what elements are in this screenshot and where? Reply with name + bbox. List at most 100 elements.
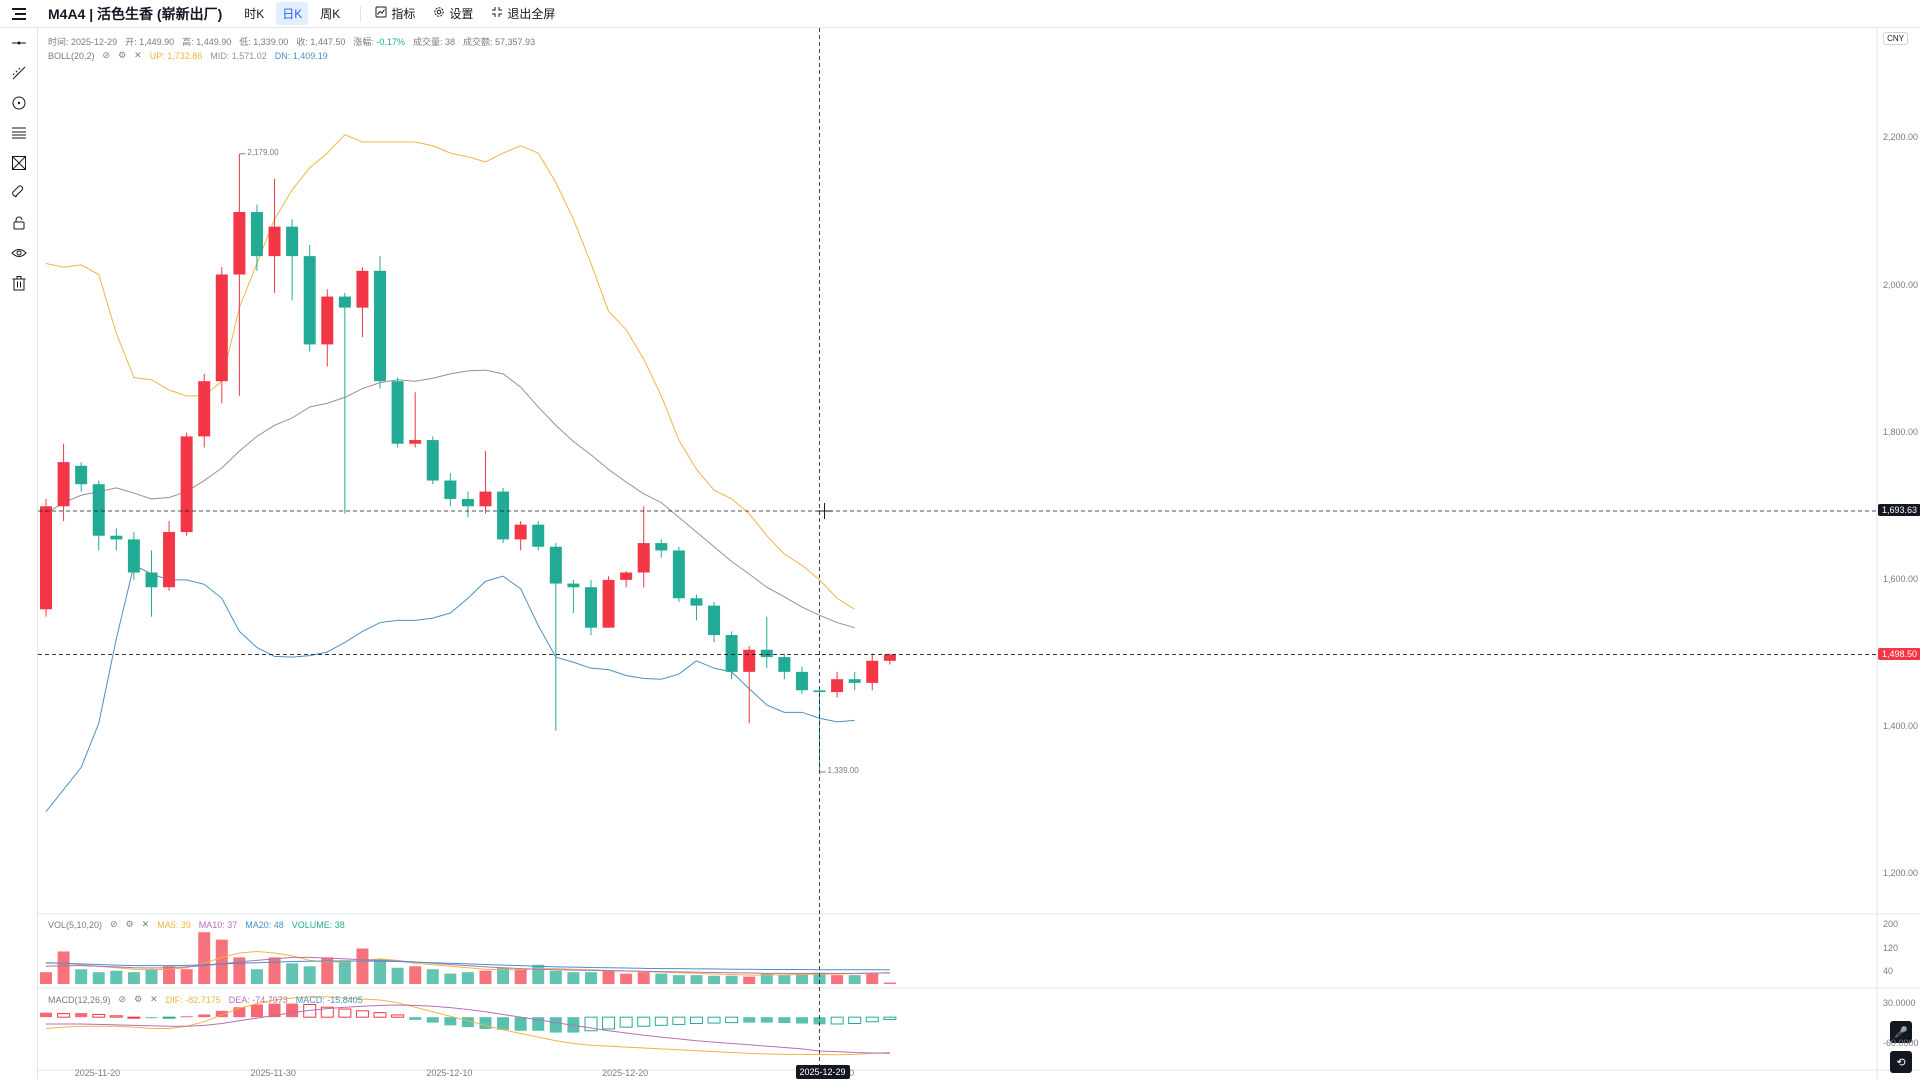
hide-eye-icon[interactable]: ⊘ [118,994,127,1004]
volume-value: 38 [444,37,455,47]
boll-mid-value: MID: 1,571.02 [210,50,267,61]
vol-volume-value: VOLUME: 38 [291,919,345,930]
time-label: 时间: [48,37,69,47]
vol-ma10-value: MA10: 37 [198,919,238,930]
volume-bar [286,963,299,984]
volume-bar [795,973,808,984]
volume-bar [479,970,492,984]
pattern-tool-icon[interactable] [0,148,38,178]
price-tick-label: 1,600.00 [1883,573,1919,584]
trend-line-tool-icon[interactable] [0,58,38,88]
macd-histogram-bar [479,1017,492,1029]
macd-name: MACD(12,26,9) [48,994,111,1005]
candle-body [514,524,527,540]
magnet-icon[interactable] [0,178,38,208]
exit-fullscreen-icon [491,6,503,21]
candle-body [637,543,650,573]
candle-body [321,296,334,345]
low-label: 低: [239,37,251,47]
indicators-label: 指标 [391,7,416,21]
macd-histogram-bar [689,1016,703,1025]
volume-bar [866,973,879,984]
gear-icon[interactable]: ⚙ [134,994,143,1004]
volume-bar [391,967,404,984]
chart-area[interactable]: 时间: 2025-12-29 开: 1,449.90 高: 1,449.90 低… [38,28,1920,1080]
close-label: 收: [296,37,308,47]
exit-fullscreen-button[interactable]: 退出全屏 [485,2,561,25]
volume-bar [708,975,721,984]
macd-histogram-bar [320,1006,334,1018]
hide-eye-icon[interactable]: ⊘ [110,919,118,929]
fibonacci-tool-icon[interactable] [0,118,38,148]
macd-tick-label: 30.0000 [1883,997,1916,1008]
candle-body [813,690,826,693]
candle-body [444,480,457,499]
hide-eye-icon[interactable]: ⊘ [102,50,111,60]
macd-histogram-bar [795,1017,808,1024]
macd-histogram-bar [338,1008,352,1018]
menu-icon[interactable] [0,0,38,28]
timeframe-daily-button[interactable]: 日K [276,2,309,25]
close-icon[interactable]: ✕ [141,919,150,929]
volume-bar [514,969,527,984]
currency-button[interactable]: CNY [1883,32,1908,45]
macd-histogram-bar [619,1016,633,1028]
close-icon[interactable]: ✕ [134,50,142,60]
volume-bar [321,957,334,984]
macd-histogram-bar [426,1017,439,1023]
high-label: 高: [182,37,194,47]
eye-icon[interactable] [0,238,38,268]
high-value: 1,449.90 [196,37,232,47]
volume-bar [356,948,369,984]
volume-bar [92,972,105,984]
microphone-icon[interactable]: 🎤 [1890,1021,1912,1043]
macd-histogram-bar [637,1016,651,1027]
volume-bar [461,972,474,984]
candle-body [57,462,70,507]
candle-body [795,671,808,691]
volume-label: 成交量: [412,37,443,47]
trash-icon[interactable] [0,268,38,298]
candle-body [708,605,721,636]
volume-bar [180,969,193,984]
macd-histogram-bar [250,1004,263,1018]
settings-button[interactable]: 设置 [427,2,479,25]
vol-ma5-value: MA5: 39 [157,919,191,930]
candle-body [92,484,105,536]
timeframe-weekly-button[interactable]: 周K [320,7,341,21]
macd-histogram-bar [162,1016,176,1019]
horizontal-line-tool-icon[interactable] [0,28,38,58]
candle-body [549,546,562,584]
volume-bar [145,969,158,984]
candle-body [145,572,158,588]
volume-bar [110,970,123,984]
time-value: 2025-12-29 [71,37,118,47]
volume-ma20-line [45,960,890,971]
gear-icon[interactable]: ⚙ [118,50,127,60]
candle-body [532,524,545,547]
macd-tick-label: -60.0000 [1883,1038,1919,1049]
close-icon[interactable]: ✕ [150,994,158,1004]
volume-ma5-line [46,950,890,976]
candle-body [286,226,299,257]
volume-bar [497,967,510,984]
indicators-button[interactable]: 指标 [369,2,421,25]
candle-body [883,654,896,661]
macd-histogram-bar [514,1017,527,1031]
open-label: 开: [125,37,137,47]
reset-view-icon[interactable]: ⟲ [1890,1051,1912,1073]
timeframe-hourly-button[interactable]: 时K [244,7,265,21]
vol-legend: VOL(5,10,20) ⊘ ⚙ ✕ MA5: 39 MA10: 37 MA20… [48,919,345,930]
lock-icon[interactable] [0,208,38,238]
gear-icon[interactable]: ⚙ [125,919,134,929]
candle-body [233,211,246,275]
volume-bar [409,966,422,984]
crosshair-date-tag: 2025-12-29 [795,1065,850,1079]
open-value: 1,449.90 [139,37,175,47]
price-chart[interactable] [38,28,1920,1080]
candle-body [497,491,510,540]
macd-histogram-bar [602,1016,616,1030]
boll-upper-line [45,134,855,610]
circle-tool-icon[interactable] [0,88,38,118]
candle-body [584,587,597,628]
